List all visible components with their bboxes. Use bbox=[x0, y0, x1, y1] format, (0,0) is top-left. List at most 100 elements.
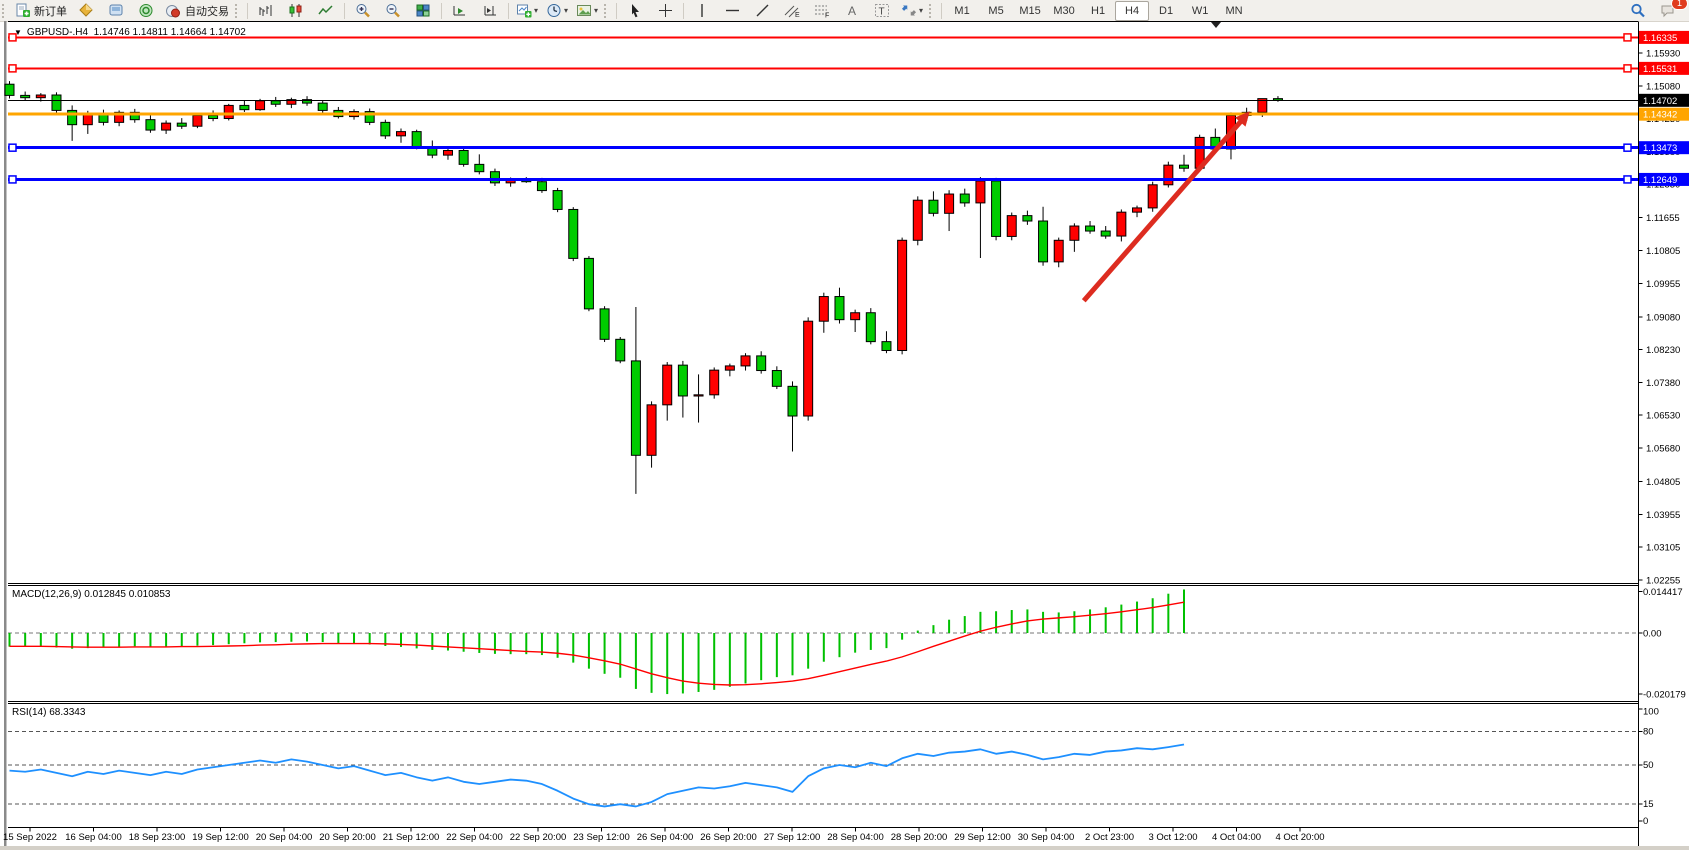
arrows-icon bbox=[901, 3, 917, 18]
svg-text:T: T bbox=[879, 7, 885, 18]
chart-symbol: GBPUSD-.H4 bbox=[26, 27, 89, 38]
price-badge bbox=[1639, 93, 1689, 107]
chart-shift-button[interactable] bbox=[475, 1, 505, 21]
hline-handle[interactable] bbox=[8, 175, 17, 184]
vertical-line-tool-button[interactable] bbox=[687, 1, 717, 21]
candlestick-mode-button[interactable] bbox=[281, 1, 311, 21]
autotrade-icon bbox=[165, 3, 181, 18]
price-tick-label: 1.02255 bbox=[1646, 575, 1680, 586]
timeframe-mn-button[interactable]: MN bbox=[1225, 4, 1243, 17]
rsi-axis-label: 50 bbox=[1643, 760, 1654, 771]
equidistant-channel-tool-button[interactable]: E bbox=[777, 1, 807, 21]
arrows-tool-button[interactable]: ▾ bbox=[897, 1, 927, 21]
date-tick-label: 30 Sep 04:00 bbox=[1018, 832, 1075, 843]
auto-scroll-icon bbox=[452, 3, 468, 18]
text-label-tool-button[interactable]: T bbox=[867, 1, 897, 21]
fibonacci-icon: F bbox=[814, 3, 831, 18]
hline-handle[interactable] bbox=[1623, 33, 1632, 42]
chevron-down-icon: ▾ bbox=[594, 6, 599, 15]
macd-signal-value: 0.010853 bbox=[128, 589, 171, 600]
template-button[interactable]: ▾ bbox=[572, 1, 602, 21]
cursor-tool-button[interactable] bbox=[620, 1, 650, 21]
new-chart-icon bbox=[516, 3, 532, 18]
market-watch-button[interactable] bbox=[71, 1, 101, 21]
timeframe-m1-button[interactable]: M1 bbox=[954, 4, 970, 17]
zoom-in-button[interactable] bbox=[348, 1, 378, 21]
mac d-main-value: 0.012845 bbox=[84, 589, 126, 600]
new-order-button[interactable]: 新订单 bbox=[11, 1, 71, 21]
zoom-out-button[interactable] bbox=[378, 1, 408, 21]
price-tick-label: 1.10805 bbox=[1646, 246, 1680, 257]
timeframe-h1-button[interactable]: H1 bbox=[1091, 4, 1106, 17]
auto-scroll-button[interactable] bbox=[445, 1, 475, 21]
chart-dropdown-icon: ▼ bbox=[14, 28, 22, 37]
chart-shift-marker[interactable] bbox=[1211, 22, 1221, 28]
trend-arrow[interactable] bbox=[1081, 118, 1244, 303]
rsi-axis-label: 0 bbox=[1643, 816, 1648, 827]
crosshair-tool-button[interactable] bbox=[650, 1, 680, 21]
rsi-axis-label: 80 bbox=[1643, 726, 1654, 737]
terminal-button[interactable] bbox=[131, 1, 161, 21]
timeframe-m5-button[interactable]: M5 bbox=[988, 4, 1004, 17]
fibonacci-tool-button[interactable]: F bbox=[807, 1, 837, 21]
period-button[interactable]: ▾ bbox=[542, 1, 572, 21]
line-chart-mode-button[interactable] bbox=[311, 1, 341, 21]
hline-handle[interactable] bbox=[8, 33, 17, 42]
date-tick-label: 29 Sep 12:00 bbox=[954, 832, 1011, 843]
navigator-button[interactable] bbox=[101, 1, 131, 21]
hline-handle[interactable] bbox=[1623, 64, 1632, 73]
notifications-button[interactable]: 1 bbox=[1653, 0, 1688, 21]
chevron-down-icon: ▾ bbox=[564, 6, 569, 15]
price-tick-label: 1.03955 bbox=[1646, 510, 1680, 521]
status-strip bbox=[0, 846, 1689, 850]
zoom-in-icon bbox=[355, 3, 371, 18]
macd-axis-label: -0.020179 bbox=[1643, 690, 1686, 701]
price-badge-label: 1.15531 bbox=[1643, 64, 1677, 75]
price-badge bbox=[1639, 172, 1689, 186]
rsi-indicator-label: RSI(14) 68.3343 bbox=[12, 707, 85, 718]
autotrade-button[interactable]: 自动交易 bbox=[161, 1, 233, 21]
macd-axis-label: 0.00 bbox=[1643, 629, 1662, 640]
market-watch-icon bbox=[78, 3, 94, 18]
search-button[interactable] bbox=[1623, 1, 1653, 21]
bar-chart-mode-button[interactable] bbox=[251, 1, 281, 21]
date-tick-label: 26 Sep 04:00 bbox=[637, 832, 694, 843]
candlestick-icon bbox=[288, 3, 304, 18]
tile-windows-button[interactable] bbox=[408, 1, 438, 21]
hline-handle[interactable] bbox=[8, 64, 17, 73]
template-icon bbox=[576, 3, 592, 18]
price-badge-label: 1.14702 bbox=[1643, 96, 1677, 107]
macd-indicator-label: MACD(12,26,9) 0.012845 0.010853 bbox=[12, 589, 170, 600]
toolbar-separator bbox=[441, 2, 442, 19]
price-badge bbox=[1639, 61, 1689, 75]
clock-icon bbox=[546, 3, 562, 18]
trend-arrow-head[interactable] bbox=[1235, 111, 1250, 127]
tile-windows-icon bbox=[415, 3, 431, 18]
text-icon: A bbox=[845, 3, 859, 18]
horizontal-line-tool-button[interactable] bbox=[717, 1, 747, 21]
text-tool-button[interactable]: A bbox=[837, 1, 867, 21]
price-badge bbox=[1639, 107, 1689, 121]
date-tick-label: 22 Sep 04:00 bbox=[446, 832, 503, 843]
hline-handle[interactable] bbox=[1623, 175, 1632, 184]
zoom-out-icon bbox=[385, 3, 401, 18]
timeframe-h4-button[interactable]: H4 bbox=[1115, 0, 1150, 21]
chevron-down-icon: ▾ bbox=[919, 6, 924, 15]
hline-handle[interactable] bbox=[8, 143, 17, 152]
timeframe-m15-button[interactable]: M15 bbox=[1019, 4, 1041, 17]
macd-histogram bbox=[8, 589, 1185, 695]
new-chart-button[interactable]: ▾ bbox=[512, 1, 542, 21]
terminal-icon bbox=[138, 3, 154, 18]
hline-handle[interactable] bbox=[1623, 143, 1632, 152]
price-tick-label: 1.09955 bbox=[1646, 279, 1680, 290]
trendline-tool-button[interactable] bbox=[747, 1, 777, 21]
timeframe-m30-button[interactable]: M30 bbox=[1053, 4, 1075, 17]
price-tick-label: 1.11655 bbox=[1646, 213, 1680, 224]
date-tick-label: 19 Sep 12:00 bbox=[192, 832, 249, 843]
timeframe-d1-button[interactable]: D1 bbox=[1159, 4, 1174, 17]
crosshair-icon bbox=[658, 3, 673, 18]
timeframe-w1-button[interactable]: W1 bbox=[1191, 4, 1209, 17]
trendline-icon bbox=[755, 3, 770, 18]
price-tick-label: 1.06530 bbox=[1646, 411, 1680, 422]
